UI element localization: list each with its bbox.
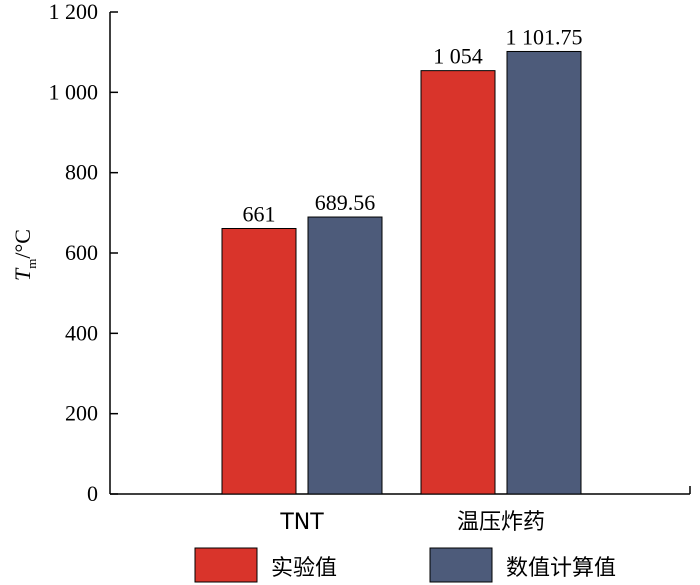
category-label: 温压炸药	[457, 510, 545, 535]
legend-swatch-series-2	[429, 547, 493, 583]
data-labels: 661 689.56 1 054 1 101.75	[243, 24, 583, 226]
legend-swatch-series-1	[194, 547, 258, 583]
y-tick-label: 200	[65, 401, 98, 426]
data-label: 661	[243, 201, 276, 226]
data-label: 1 101.75	[506, 24, 583, 49]
y-tick-label: 600	[65, 240, 98, 265]
bar-2-2	[506, 50, 582, 495]
legend-label-series-1: 实验值	[271, 556, 337, 581]
y-ticks: 0 200 400 600 800 1 000 1 200	[49, 0, 118, 506]
bars	[221, 50, 582, 495]
category-labels: TNT 温压炸药	[279, 510, 545, 535]
y-tick-label: 1 200	[49, 0, 99, 24]
category-label: TNT	[279, 510, 324, 535]
data-label: 1 054	[433, 44, 483, 69]
y-axis-subscript: m	[24, 259, 39, 269]
y-tick-label: 0	[87, 481, 98, 506]
bar-1-1	[221, 227, 297, 495]
data-label: 689.56	[315, 190, 376, 215]
y-tick-label: 400	[65, 320, 98, 345]
y-tick-label: 800	[65, 160, 98, 185]
y-axis-symbol: T	[10, 267, 35, 281]
legend-label-series-2: 数值计算值	[506, 556, 616, 581]
y-axis-unit: /°C	[10, 229, 35, 259]
y-axis-title: Tm/°C	[10, 229, 39, 281]
bar-1-2	[420, 70, 496, 495]
bar-2-1	[307, 216, 383, 495]
y-tick-label: 1 000	[49, 79, 99, 104]
legend: 实验值 数值计算值	[194, 547, 616, 583]
